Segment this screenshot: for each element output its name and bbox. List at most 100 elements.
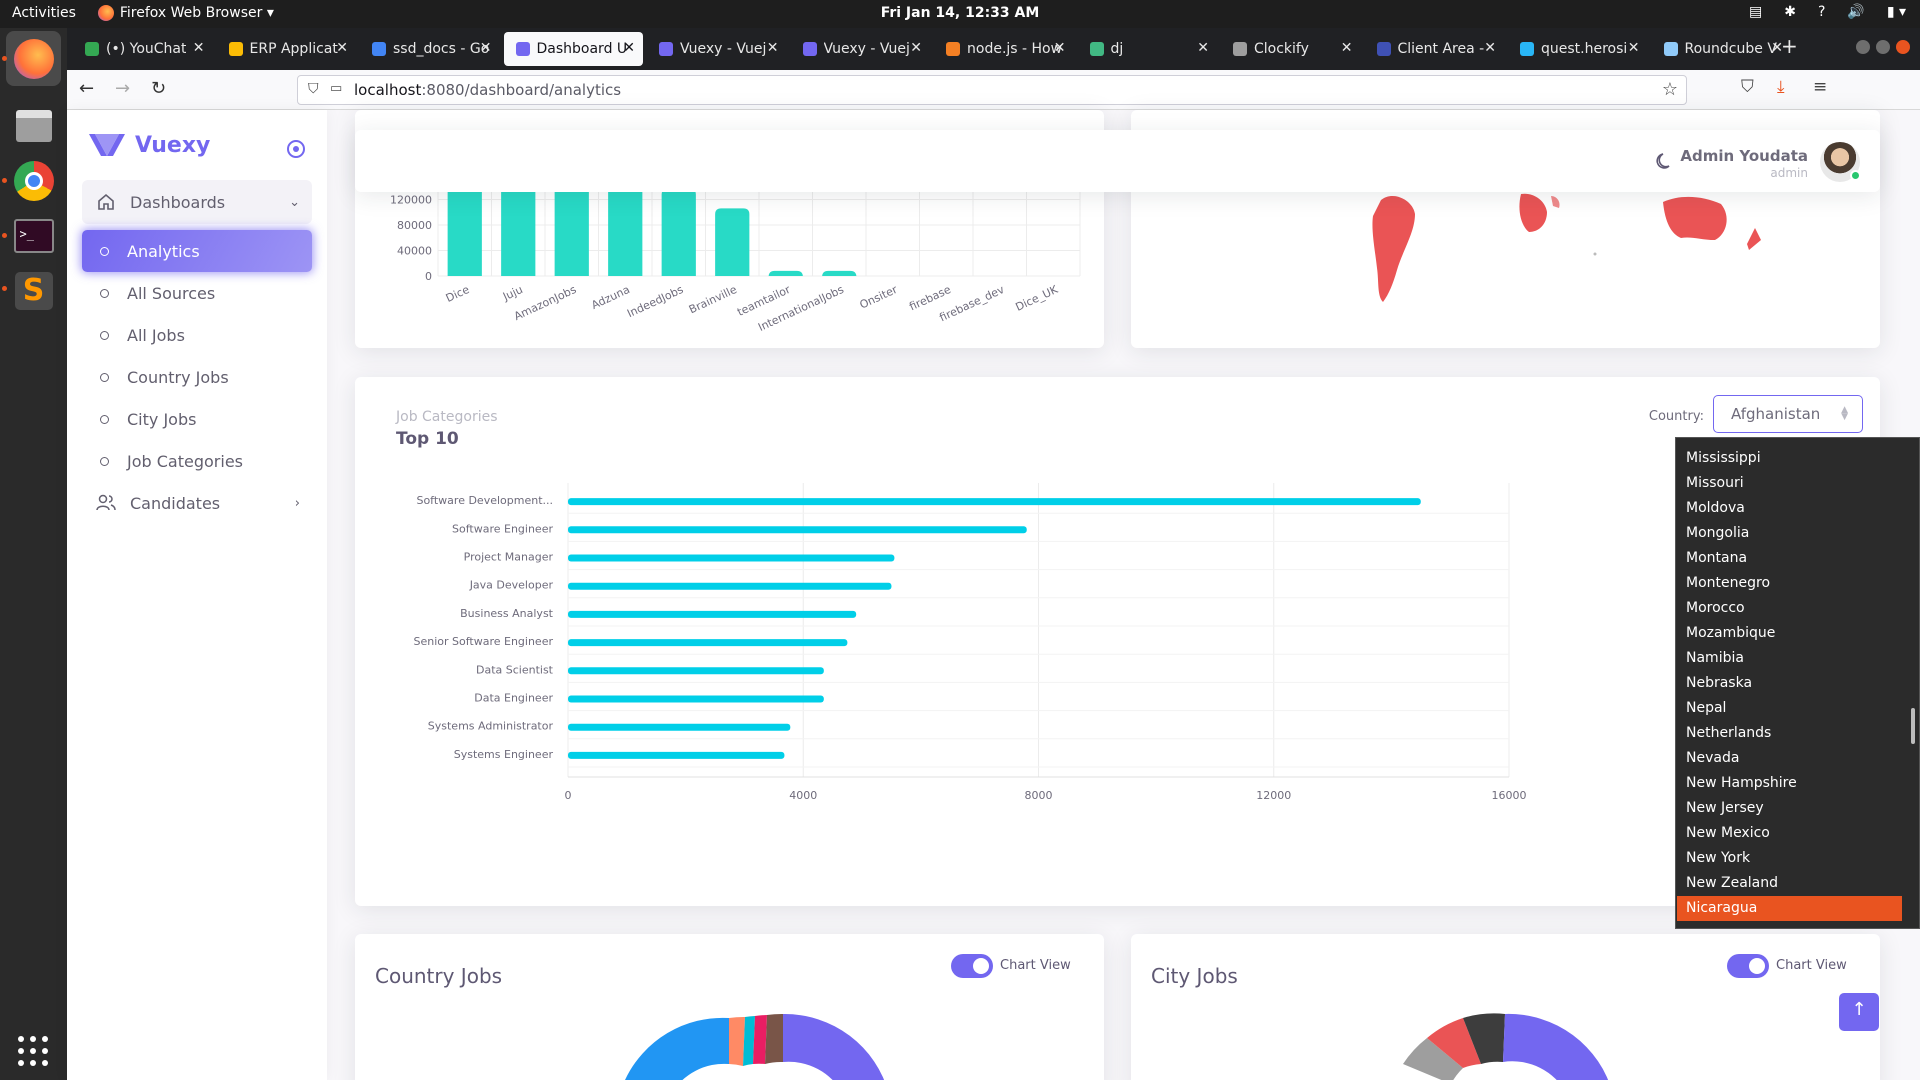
close-tab-icon[interactable]: ✕ (766, 40, 779, 56)
dropdown-option[interactable]: Mississippi (1686, 450, 1761, 466)
bar[interactable] (608, 185, 643, 276)
dropdown-option[interactable]: Nepal (1686, 700, 1727, 716)
bar[interactable] (822, 270, 857, 277)
browser-tab[interactable]: ERP Applicat ✕ (217, 32, 357, 66)
bar[interactable] (568, 610, 857, 618)
close-tab-icon[interactable]: ✕ (910, 40, 922, 56)
dropdown-option[interactable]: New Zealand (1686, 875, 1778, 891)
dock-terminal[interactable]: >_ (6, 208, 61, 263)
close-tab-icon[interactable]: ✕ (1197, 40, 1209, 56)
dock-files[interactable] (6, 98, 61, 153)
close-tab-icon[interactable]: ✕ (1053, 40, 1066, 56)
dropdown-option[interactable]: Nevada (1686, 750, 1740, 766)
close-tab-icon[interactable]: ✕ (192, 40, 205, 56)
browser-tab[interactable]: Vuexy - Vuej ✕ (791, 32, 931, 66)
menu-icon[interactable]: ≡ (1813, 77, 1828, 97)
forward-icon[interactable]: → (115, 78, 131, 99)
bar[interactable] (568, 582, 892, 590)
menu-item-analytics[interactable]: Analytics (82, 230, 312, 272)
browser-tab[interactable]: (•) YouChat ✕ (73, 32, 213, 66)
menu-dashboards[interactable]: Dashboards ⌄ (82, 180, 312, 224)
close-tab-icon[interactable]: ✕ (1484, 40, 1496, 56)
bar[interactable] (568, 751, 785, 759)
dropdown-option[interactable]: New Mexico (1686, 825, 1770, 841)
bar[interactable] (568, 526, 1027, 534)
maximize-icon[interactable] (1876, 40, 1890, 54)
browser-tab[interactable]: Roundcube V ✕ (1652, 32, 1792, 66)
bar[interactable] (568, 695, 824, 703)
bar[interactable] (568, 667, 824, 675)
notes-icon[interactable]: ▤ (1748, 4, 1763, 20)
reload-icon[interactable]: ↻ (151, 78, 167, 99)
bar[interactable] (568, 723, 791, 731)
user-name[interactable]: Admin Youdata (1680, 147, 1808, 165)
dropdown-option[interactable]: Namibia (1686, 650, 1744, 666)
close-tab-icon[interactable]: ✕ (1340, 40, 1353, 56)
close-window-icon[interactable] (1896, 40, 1910, 54)
bar[interactable] (768, 270, 803, 277)
battery-icon[interactable]: ▮ ▾ (1886, 4, 1906, 20)
country-dropdown-list[interactable]: Mississippi Missouri Moldova Mongolia Montan… (1675, 437, 1920, 929)
close-tab-icon[interactable]: ✕ (1627, 40, 1640, 56)
bar[interactable] (715, 208, 750, 276)
moon-icon[interactable] (1655, 150, 1675, 170)
dropdown-option[interactable]: Moldova (1686, 500, 1745, 516)
bookmark-star-icon[interactable]: ☆ (1661, 79, 1678, 100)
browser-tab[interactable]: Clockify ✕ (1221, 32, 1361, 66)
chart-view-toggle[interactable] (1727, 954, 1769, 978)
browser-tab[interactable]: Dashboard U ✕ (503, 32, 643, 66)
bar[interactable] (568, 639, 848, 647)
close-tab-icon[interactable]: ✕ (479, 40, 492, 56)
show-apps-icon[interactable] (18, 1036, 48, 1066)
clock[interactable]: Fri Jan 14, 12:33 AM (880, 5, 1040, 21)
help-icon[interactable]: ? (1817, 4, 1826, 20)
new-tab-button[interactable]: + (1781, 34, 1798, 58)
page-info-icon[interactable]: ▭ (330, 81, 343, 96)
scroll-to-top-button[interactable]: ↑ (1839, 993, 1879, 1031)
downloads-icon[interactable]: ⤓ (1777, 77, 1785, 97)
menu-candidates[interactable]: Candidates › (82, 482, 312, 524)
dropdown-option[interactable]: Nicaragua (1677, 896, 1902, 921)
browser-tab[interactable]: quest.herosi ✕ (1508, 32, 1648, 66)
dropdown-option[interactable]: Morocco (1686, 600, 1745, 616)
dropdown-option[interactable]: Montana (1686, 550, 1748, 566)
country-select[interactable]: Afghanistan ▲ ▼ (1713, 395, 1863, 433)
dock-firefox[interactable] (6, 31, 61, 86)
dropdown-scrollbar[interactable] (1911, 708, 1915, 744)
close-tab-icon[interactable]: ✕ (336, 40, 348, 56)
close-tab-icon[interactable]: ✕ (1771, 40, 1783, 56)
bar[interactable] (661, 188, 696, 276)
back-icon[interactable]: ← (79, 78, 95, 99)
menu-item-job-categories[interactable]: Job Categories (82, 440, 312, 482)
browser-tab[interactable]: Vuexy - Vuej ✕ (647, 32, 787, 66)
dropdown-option[interactable]: Netherlands (1686, 725, 1772, 741)
dropdown-option[interactable]: Mongolia (1686, 525, 1750, 541)
close-tab-icon[interactable]: ✕ (623, 40, 635, 56)
menu-item-city-jobs[interactable]: City Jobs (82, 398, 312, 440)
menu-item-all-sources[interactable]: All Sources (82, 272, 312, 314)
browser-tab[interactable]: dj ✕ (1078, 32, 1218, 66)
pocket-icon[interactable]: ⛉ (1741, 77, 1754, 97)
avatar[interactable] (1820, 142, 1861, 182)
dock-chrome[interactable] (6, 153, 61, 208)
browser-tab[interactable]: node.js - How ✕ (934, 32, 1074, 66)
browser-tab[interactable]: Client Area - ✕ (1365, 32, 1505, 66)
slack-icon[interactable]: ✱ (1784, 4, 1796, 20)
dropdown-option[interactable]: New Hampshire (1686, 775, 1797, 791)
bar[interactable] (568, 498, 1421, 506)
shield-icon[interactable]: ⛉ (308, 81, 319, 97)
browser-tab[interactable]: ssd_docs - Go ✕ (360, 32, 500, 66)
bar[interactable] (568, 554, 895, 562)
dropdown-option[interactable]: Montenegro (1686, 575, 1771, 591)
brand-logo[interactable]: Vuexy (89, 132, 210, 158)
app-menu[interactable]: Firefox Web Browser ▾ (97, 5, 274, 21)
dropdown-option[interactable]: Nebraska (1686, 675, 1753, 691)
dock-sublime[interactable]: S (6, 263, 61, 318)
address-bar[interactable]: ⛉ ▭ localhost:8080/dashboard/analytics ☆ (297, 75, 1687, 105)
volume-icon[interactable]: 🔊 (1847, 4, 1865, 20)
chart-view-toggle[interactable] (951, 954, 993, 978)
activities-button[interactable]: Activities (12, 5, 76, 21)
dropdown-option[interactable]: Missouri (1686, 475, 1744, 491)
dropdown-option[interactable]: New Jersey (1686, 800, 1764, 816)
menu-item-all-jobs[interactable]: All Jobs (82, 314, 312, 356)
